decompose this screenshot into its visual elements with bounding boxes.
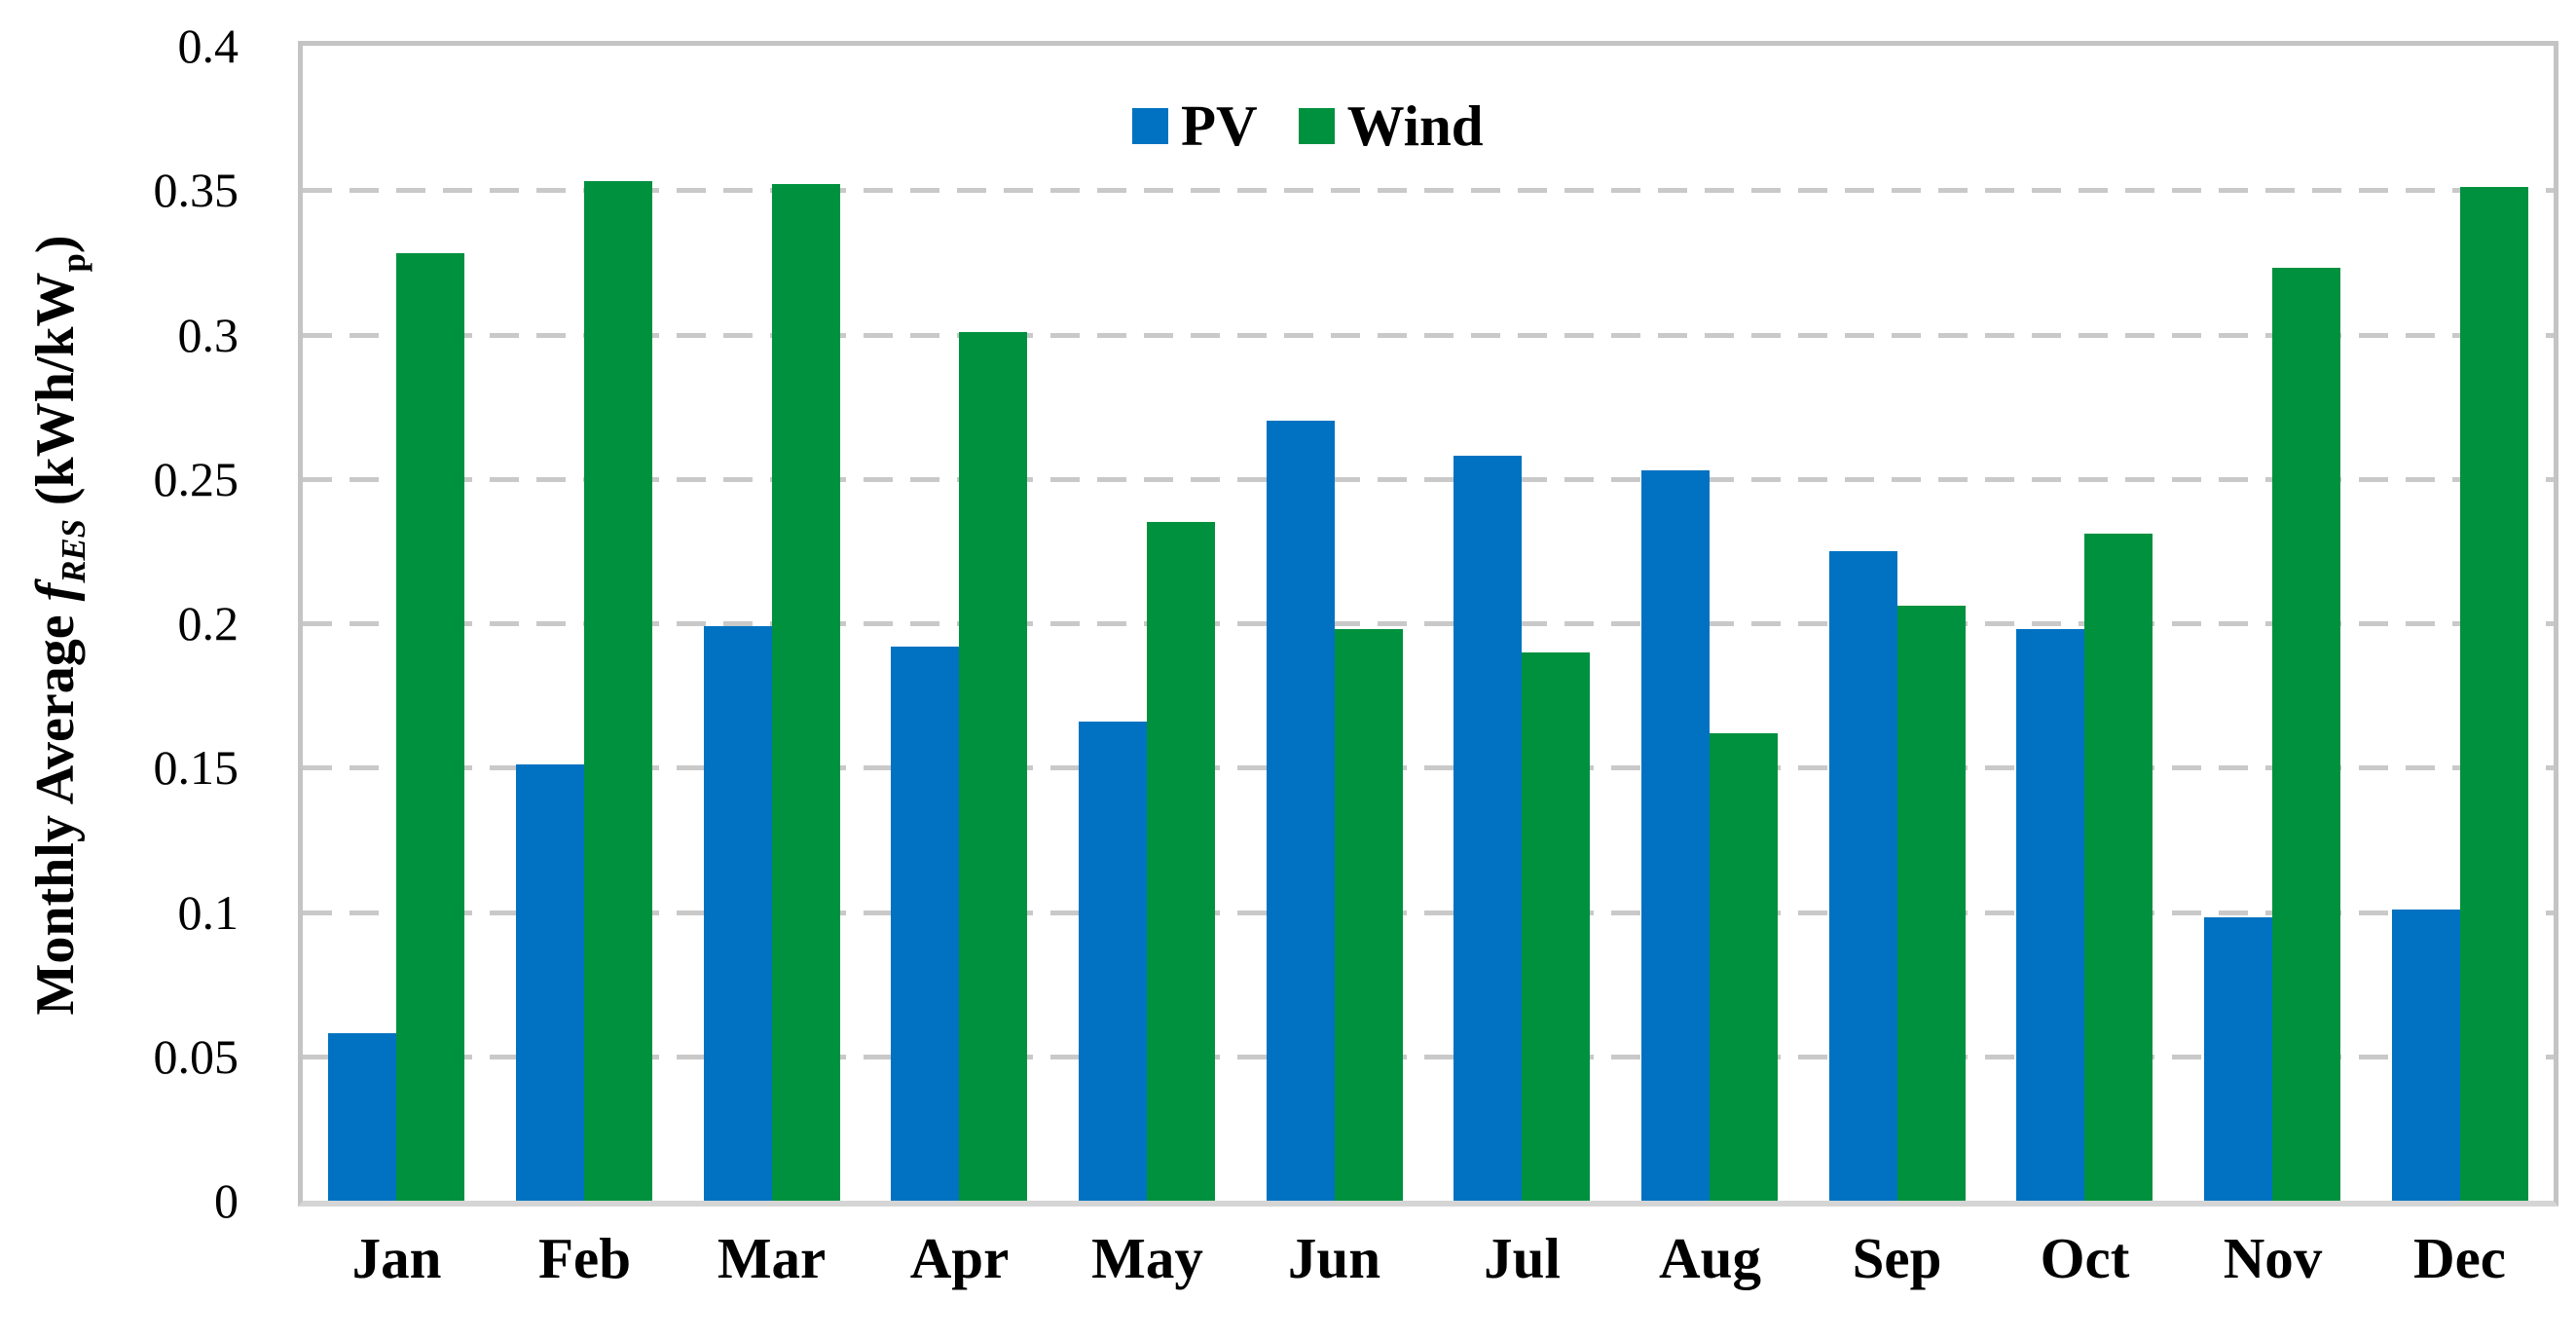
gridline-0.1 <box>303 911 2554 915</box>
x-tick-nov: Nov <box>2223 1226 2323 1290</box>
y-tick-0.2: 0.2 <box>177 596 239 650</box>
y-tick-0.35: 0.35 <box>153 163 239 217</box>
bar-wind-sep <box>1897 606 1966 1201</box>
bar-pv-dec <box>2392 910 2460 1201</box>
bar-wind-aug <box>1710 733 1778 1201</box>
gridline-0.35 <box>303 188 2554 193</box>
gridline-0.25 <box>303 477 2554 482</box>
x-tick-feb: Feb <box>537 1226 632 1290</box>
bar-pv-aug <box>1641 470 1710 1201</box>
y-tick-0.25: 0.25 <box>153 452 239 506</box>
y-tick-0.15: 0.15 <box>153 740 239 795</box>
bar-pv-nov <box>2204 917 2272 1201</box>
x-tick-jan: Jan <box>351 1226 442 1290</box>
x-tick-may: May <box>1091 1226 1203 1290</box>
bar-wind-apr <box>959 332 1027 1201</box>
y-axis-title-unit-close: ) <box>25 235 86 254</box>
y-axis-title-unit-subscript: p <box>55 253 93 273</box>
bar-wind-mar <box>772 184 840 1201</box>
bar-wind-oct <box>2084 534 2153 1201</box>
y-tick-0: 0 <box>214 1173 239 1228</box>
bar-pv-mar <box>704 626 772 1201</box>
y-axis-title-symbol-subscript: RES <box>55 519 93 583</box>
x-tick-oct: Oct <box>2040 1226 2130 1290</box>
bar-wind-may <box>1147 522 1215 1201</box>
x-tick-mar: Mar <box>717 1226 827 1290</box>
legend-label-pv: PV <box>1181 93 1258 158</box>
plot-inner <box>303 46 2554 1201</box>
legend-swatch-pv <box>1132 107 1168 144</box>
bar-pv-sep <box>1829 551 1897 1201</box>
bar-pv-apr <box>891 647 959 1201</box>
bar-wind-jun <box>1335 629 1403 1201</box>
y-axis-title-prefix: Monthly Average <box>25 614 86 1016</box>
bar-wind-jul <box>1522 652 1590 1201</box>
y-tick-0.05: 0.05 <box>153 1029 239 1084</box>
bar-wind-feb <box>584 181 652 1201</box>
plot-area <box>298 41 2558 1207</box>
legend-label-wind: Wind <box>1346 93 1484 158</box>
x-tick-apr: Apr <box>909 1226 1010 1290</box>
bar-wind-dec <box>2460 187 2528 1201</box>
x-tick-dec: Dec <box>2413 1226 2506 1290</box>
x-tick-jul: Jul <box>1484 1226 1561 1290</box>
bar-wind-nov <box>2272 268 2340 1201</box>
legend: PV Wind <box>1132 93 1484 158</box>
bar-pv-jan <box>328 1033 396 1201</box>
gridline-0.2 <box>303 621 2554 626</box>
y-tick-0.1: 0.1 <box>177 885 239 940</box>
y-tick-0.3: 0.3 <box>177 308 239 362</box>
gridline-0.05 <box>303 1055 2554 1059</box>
bar-pv-jun <box>1267 421 1335 1201</box>
bar-pv-oct <box>2016 629 2084 1201</box>
gridline-0.15 <box>303 765 2554 770</box>
gridline-0.3 <box>303 333 2554 338</box>
x-tick-aug: Aug <box>1659 1226 1761 1290</box>
bar-wind-jan <box>396 253 464 1201</box>
legend-swatch-wind <box>1298 107 1335 144</box>
y-tick-0.4: 0.4 <box>177 19 239 73</box>
bar-pv-feb <box>516 764 584 1201</box>
bar-pv-may <box>1079 722 1147 1201</box>
bar-pv-jul <box>1454 456 1522 1201</box>
x-tick-sep: Sep <box>1852 1226 1942 1290</box>
x-tick-jun: Jun <box>1287 1226 1381 1290</box>
